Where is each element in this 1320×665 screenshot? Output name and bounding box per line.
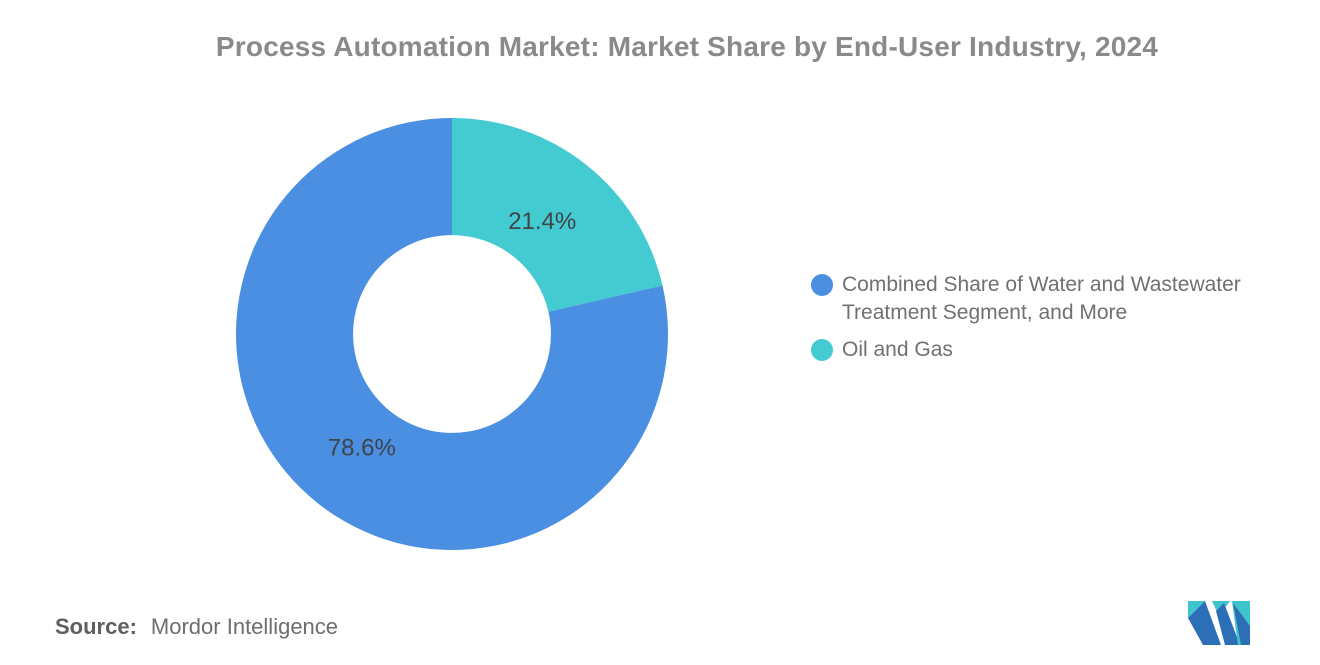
source-line: Source: Mordor Intelligence	[55, 614, 338, 640]
donut-data-label: 21.4%	[508, 208, 576, 235]
donut-chart: 21.4% 78.6%	[232, 114, 672, 554]
legend-item-water-wastewater: Combined Share of Water and Wastewater T…	[811, 271, 1281, 327]
legend-item-label: Combined Share of Water and Wastewater T…	[842, 273, 1241, 324]
source-label: Source:	[55, 614, 137, 639]
legend-dot-teal-icon	[811, 339, 833, 361]
legend-item-oil-and-gas: Oil and Gas	[811, 336, 1281, 364]
chart-legend: Combined Share of Water and Wastewater T…	[811, 271, 1281, 364]
chart-title: Process Automation Market: Market Share …	[215, 31, 1159, 62]
donut-data-label: 78.6%	[328, 435, 396, 462]
donut-segment	[452, 118, 663, 312]
legend-item-label: Oil and Gas	[842, 338, 953, 361]
legend-dot-blue-icon	[811, 274, 833, 296]
mordor-intelligence-logo-icon	[1188, 601, 1250, 645]
donut-svg: 21.4% 78.6%	[236, 118, 669, 550]
donut-segment	[236, 118, 669, 550]
source-value: Mordor Intelligence	[150, 614, 339, 639]
